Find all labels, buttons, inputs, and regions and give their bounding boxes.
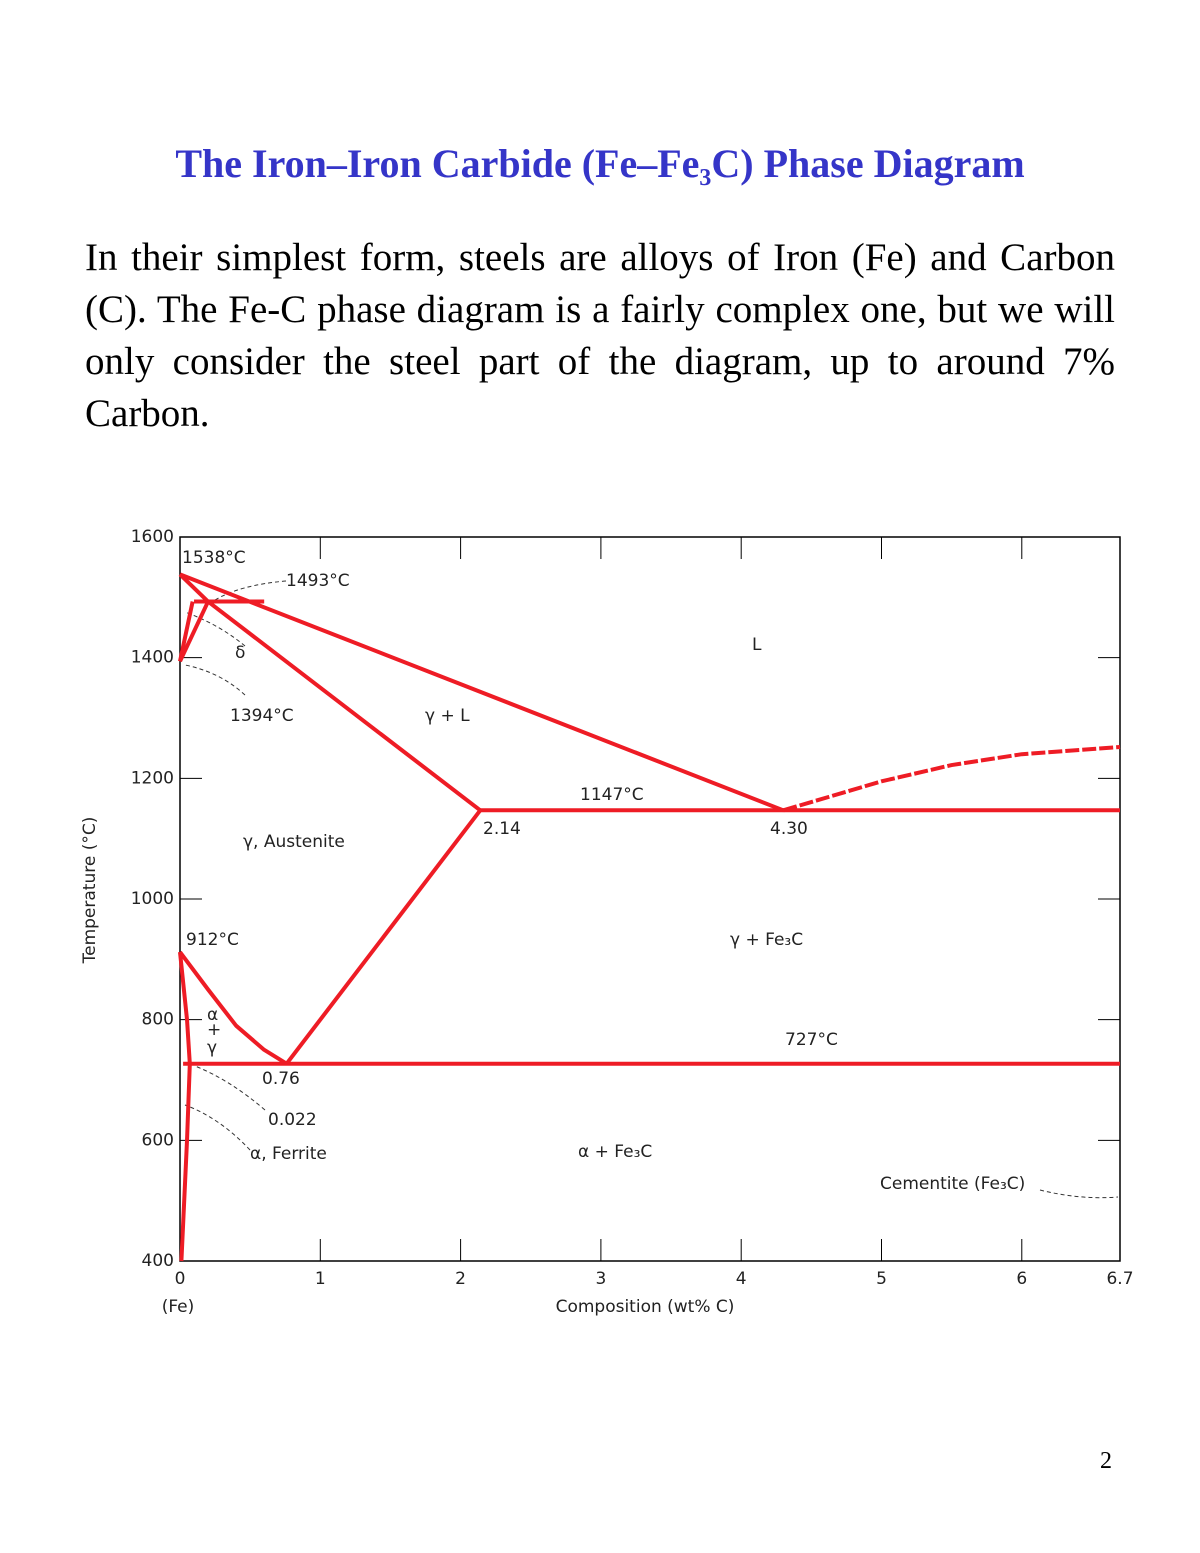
annotation: 4.30 (770, 819, 808, 839)
x-tick-label: 4 (736, 1269, 747, 1289)
y-tick-label: 1200 (131, 768, 174, 788)
x-tick-label: 1 (315, 1269, 326, 1289)
annotation: 727°C (785, 1030, 838, 1050)
annotation: 0.76 (262, 1069, 300, 1089)
annotation: γ + Fe₃C (730, 930, 803, 950)
annotation: 1147°C (580, 785, 644, 805)
y-axis-label: Temperature (°C) (80, 817, 100, 965)
x-axis-sublabel: (Fe) (162, 1297, 195, 1317)
phase-boundary (179, 572, 785, 813)
annotation: + (207, 1020, 221, 1040)
x-tick-label: 0 (175, 1269, 186, 1289)
annotation: δ (235, 643, 245, 663)
annotation: 2.14 (483, 819, 521, 839)
annotation: γ (207, 1038, 217, 1058)
annotation: 1394°C (230, 706, 294, 726)
paragraph: In their simplest form, steels are alloy… (85, 236, 1115, 435)
phase-boundary (285, 809, 482, 1065)
annotation: α + Fe₃C (578, 1142, 652, 1162)
annotation: α, Ferrite (250, 1144, 327, 1164)
y-tick-label: 1600 (131, 527, 174, 547)
x-tick-label: 3 (595, 1269, 606, 1289)
phase-boundary (206, 599, 482, 812)
x-tick-label: 2 (455, 1269, 466, 1289)
y-tick-label: 1400 (131, 648, 174, 668)
x-tick-label: 6.7 (1106, 1269, 1133, 1289)
x-tick-label: 5 (876, 1269, 887, 1289)
page-number: 2 (1100, 1448, 1112, 1474)
annotation: α (207, 1005, 218, 1025)
y-tick-label: 600 (142, 1130, 174, 1150)
annotation: γ + L (425, 706, 470, 726)
phase-boundary (179, 1063, 192, 1262)
annotation: L (752, 635, 762, 655)
annotation: 1538°C (182, 548, 246, 568)
x-axis-label: Composition (wt% C) (556, 1297, 735, 1317)
annotation: 0.022 (268, 1110, 317, 1130)
annotation: 912°C (186, 930, 239, 950)
phase-boundary (782, 744, 1121, 813)
annotation: 1493°C (286, 571, 350, 591)
phase-boundary (178, 572, 210, 603)
y-tick-label: 1000 (131, 889, 174, 909)
phase-boundary (178, 951, 192, 1064)
annotation: γ, Austenite (243, 832, 345, 852)
annotation: Cementite (Fe₃C) (880, 1174, 1025, 1194)
phase-boundary (178, 600, 210, 663)
phase-boundary (178, 601, 195, 662)
title: The Iron–Iron Carbide (Fe–Fe₃C) Phase Di… (175, 141, 1025, 186)
phase-boundary (178, 950, 288, 1066)
arrows (184, 580, 1119, 1199)
x-tick-label: 6 (1016, 1269, 1027, 1289)
y-tick-label: 400 (142, 1251, 174, 1271)
y-tick-label: 800 (142, 1010, 174, 1030)
